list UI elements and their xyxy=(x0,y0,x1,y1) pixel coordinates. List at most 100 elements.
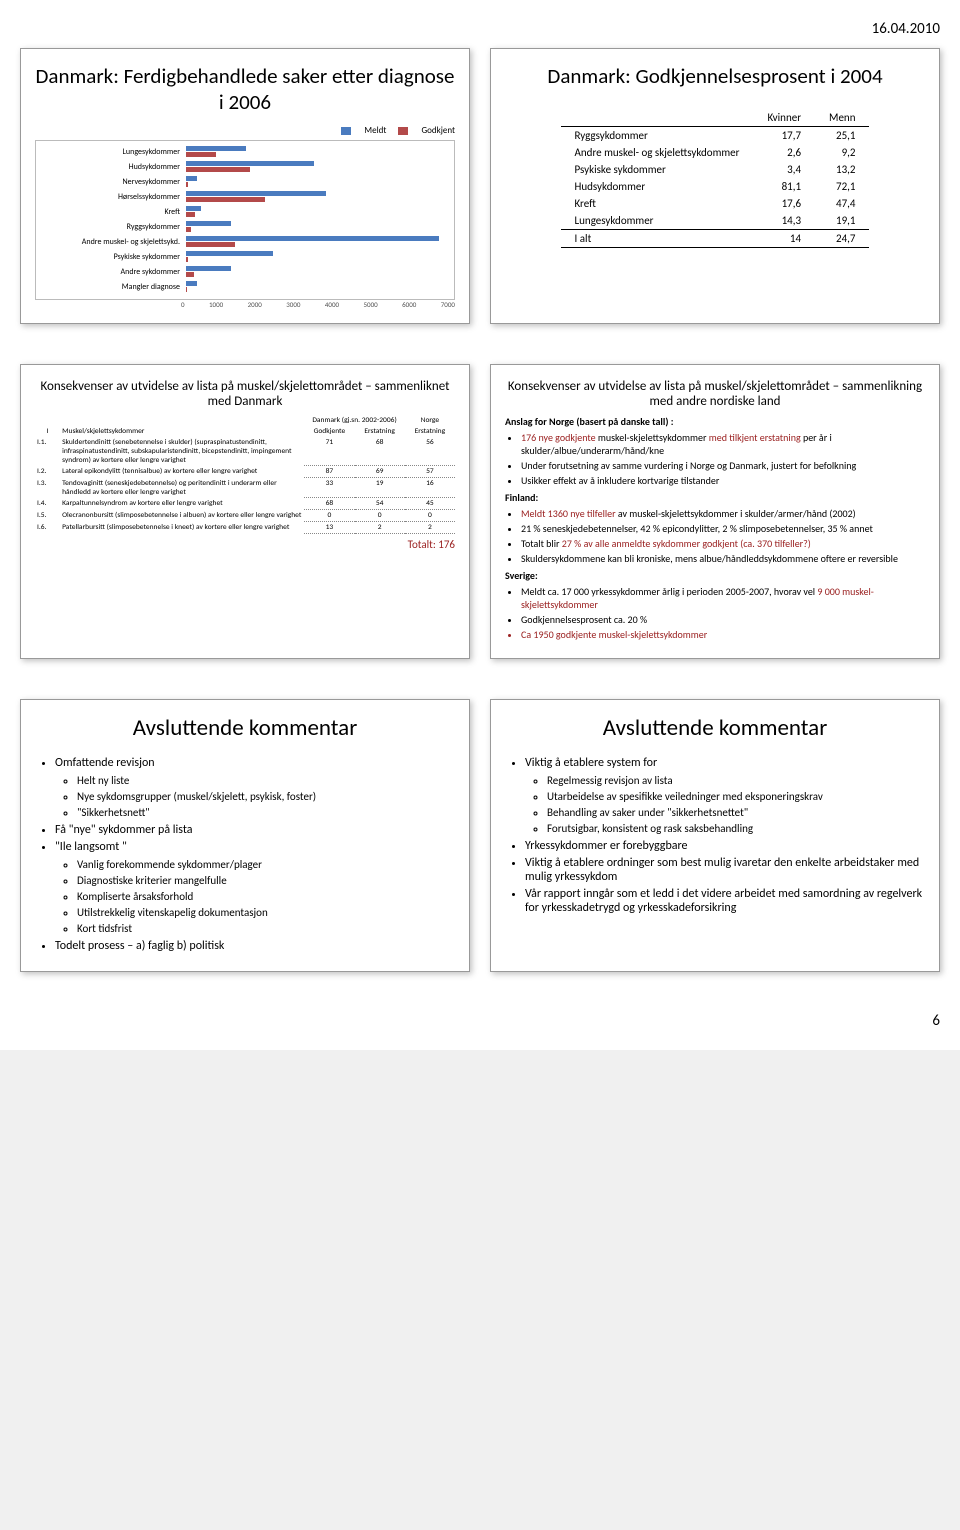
list-item: Kort tidsfrist xyxy=(77,922,455,935)
bar-label: Hørselssykdommer xyxy=(40,192,186,202)
cell-erstatning-dk: 2 xyxy=(355,522,405,534)
bar-godkjent xyxy=(186,227,191,232)
txt: Totalt blir xyxy=(521,537,562,550)
chart-axis: 01000200030004000500060007000 xyxy=(181,300,455,309)
bar-row: Andre muskel- og skjelettsykd. xyxy=(40,235,450,249)
data-table: Danmark (gj.sn. 2002-2006) Norge I Muske… xyxy=(35,415,455,535)
bar-godkjent xyxy=(186,257,188,262)
bar-meldt xyxy=(186,266,231,271)
table-row: I.6.Patellarbursitt (slimposebetennelse … xyxy=(35,522,455,534)
bar-label: Psykiske sykdommer xyxy=(40,252,186,262)
finland-list: Meldt 1360 nye tilfeller av muskel-skjel… xyxy=(505,507,925,565)
bar-meldt xyxy=(186,281,197,286)
bar-label: Nervesykdommer xyxy=(40,177,186,187)
list-item: Yrkessykdommer er forebyggbare xyxy=(525,839,925,853)
bar-label: Lungesykdommer xyxy=(40,147,186,157)
cell-erstatning-no: 0 xyxy=(405,510,455,522)
list-item: Vanlig forekommende sykdommer/plager xyxy=(77,858,455,871)
bar-godkjent xyxy=(186,152,216,157)
bar-area xyxy=(186,251,450,263)
th-name: Muskel/skjelettsykdommer xyxy=(60,426,304,437)
list-item: Regelmessig revisjon av lista xyxy=(547,774,925,787)
list-item: 176 nye godkjente muskel-skjelettsykdomm… xyxy=(521,431,925,457)
bar-area xyxy=(186,161,450,173)
panel-dk-ferdig: Danmark: Ferdigbehandlede saker etter di… xyxy=(20,48,470,324)
list-item: Utarbeidelse av spesifikke veiledninger … xyxy=(547,790,925,803)
legend-godkjent: Godkjent xyxy=(421,125,455,136)
cell-idx: I.6. xyxy=(35,522,60,534)
bar-meldt xyxy=(186,221,231,226)
cell-idx: I.1. xyxy=(35,437,60,466)
axis-tick: 3000 xyxy=(286,300,300,309)
concl-list: Omfattende revisjon Helt ny liste Nye sy… xyxy=(35,756,455,953)
list-item: Todelt prosess – a) faglig b) politisk xyxy=(55,939,455,953)
list-item: Helt ny liste xyxy=(77,774,455,787)
cell-menn: 47,4 xyxy=(815,195,869,212)
cell-label: Psykiske sykdommer xyxy=(561,161,754,178)
cell-kvinner: 17,7 xyxy=(754,127,816,145)
row-2: Konsekvenser av utvidelse av lista på mu… xyxy=(20,364,940,659)
table-row: I.2.Lateral epikondylitt (tennisalbue) a… xyxy=(35,466,455,478)
cell-kvinner: 3,4 xyxy=(754,161,816,178)
th-c2: Erstatning xyxy=(355,426,405,437)
list-item: Ca 1950 godkjente muskel-skjelettsykdomm… xyxy=(521,628,925,641)
cell-kvinner: 14,3 xyxy=(754,212,816,230)
txt: 27 % av alle anmeldte sykdommer godkjent… xyxy=(562,537,811,550)
anslag-list: 176 nye godkjente muskel-skjelettsykdomm… xyxy=(505,431,925,487)
list-item: Skuldersykdommene kan bli kroniske, mens… xyxy=(521,552,925,565)
cell-kvinner: 81,1 xyxy=(754,178,816,195)
list-item: Totalt blir 27 % av alle anmeldte sykdom… xyxy=(521,537,925,550)
axis-tick: 6000 xyxy=(402,300,416,309)
panel-title: Konsekvenser av utvidelse av lista på mu… xyxy=(35,379,455,409)
txt: muskel-skjelettsykdommer xyxy=(598,431,709,444)
txt: 176 nye godkjente xyxy=(521,431,598,444)
cell-erstatning-dk: 54 xyxy=(355,498,405,510)
list-item: "Ile langsomt " xyxy=(55,840,455,854)
bar-meldt xyxy=(186,146,246,151)
cell-desc: Patellarbursitt (slimposebetennelse i kn… xyxy=(60,522,304,534)
bar-godkjent xyxy=(186,272,194,277)
table-row: Kreft17,647,4 xyxy=(561,195,870,212)
finland-head: Finland: xyxy=(505,491,925,504)
cell-menn: 72,1 xyxy=(815,178,869,195)
table-row: Andre muskel- og skjelettsykdommer2,69,2 xyxy=(561,144,870,161)
table-row: I alt1424,7 xyxy=(561,230,870,248)
panel-konsekvenser-nordisk: Konsekvenser av utvidelse av lista på mu… xyxy=(490,364,940,659)
cell-desc: Tendovaginitt (seneskjedebetennelse) og … xyxy=(60,478,304,498)
panel-title: Danmark: Godkjennelsesprosent i 2004 xyxy=(505,63,925,89)
list-item: Godkjennelsesprosent ca. 20 % xyxy=(521,613,925,626)
bar-area xyxy=(186,281,450,293)
bar-meldt xyxy=(186,191,326,196)
cell-kvinner: 17,6 xyxy=(754,195,816,212)
cell-label: Hudsykdommer xyxy=(561,178,754,195)
bar-label: Hudsykdommer xyxy=(40,162,186,172)
panel-title: Avsluttende kommentar xyxy=(505,714,925,742)
list-item: Usikker effekt av å inkludere kortvarige… xyxy=(521,474,925,487)
cell-erstatning-no: 57 xyxy=(405,466,455,478)
cell-menn: 9,2 xyxy=(815,144,869,161)
bar-row: Ryggsykdommer xyxy=(40,220,450,234)
cell-godkjente: 33 xyxy=(304,478,354,498)
table-row: I.1.Skuldertendinitt (senebetennelse i s… xyxy=(35,437,455,466)
bar-row: Hudsykdommer xyxy=(40,160,450,174)
cell-godkjente: 0 xyxy=(304,510,354,522)
th-c3: Erstatning xyxy=(405,426,455,437)
axis-tick: 2000 xyxy=(248,300,262,309)
panel-title: Avsluttende kommentar xyxy=(35,714,455,742)
list-item: "Sikkerhetsnett" xyxy=(77,806,455,819)
cell-kvinner: 2,6 xyxy=(754,144,816,161)
bar-godkjent xyxy=(186,212,195,217)
cell-label: I alt xyxy=(561,230,754,248)
bar-row: Hørselssykdommer xyxy=(40,190,450,204)
axis-tick: 4000 xyxy=(325,300,339,309)
bar-row: Mangler diagnose xyxy=(40,280,450,294)
page: 16.04.2010 Danmark: Ferdigbehandlede sak… xyxy=(0,0,960,1050)
cell-menn: 19,1 xyxy=(815,212,869,230)
bar-label: Andre muskel- og skjelettsykd. xyxy=(40,237,186,247)
axis-tick: 5000 xyxy=(363,300,377,309)
list-item: Under forutsetning av samme vurdering i … xyxy=(521,459,925,472)
list-item: Få "nye" sykdommer på lista xyxy=(55,823,455,837)
cell-erstatning-dk: 19 xyxy=(355,478,405,498)
bar-row: Lungesykdommer xyxy=(40,145,450,159)
dtab-head: I Muskel/skjelettsykdommer Godkjente Ers… xyxy=(35,426,455,437)
